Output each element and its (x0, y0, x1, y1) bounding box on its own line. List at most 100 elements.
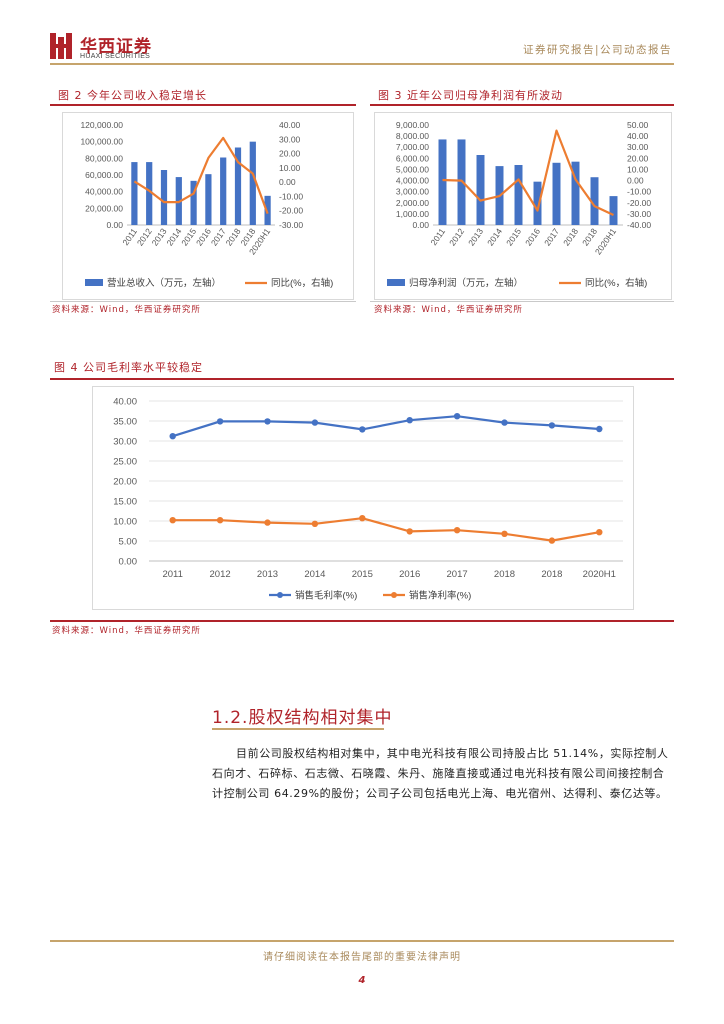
fig2-legend-bar-label: 营业总收入（万元，左轴） (107, 277, 221, 289)
fig2-bar (205, 174, 212, 225)
fig3-x-tick-label: 2014 (485, 226, 504, 247)
fig3-legend-bar-swatch (387, 279, 405, 286)
fig2-chart-frame: 0.00 20,000.00 40,000.00 60,000.00 80,000.00… (62, 112, 354, 300)
fig4-y-tick-label: 5.00 (119, 537, 138, 548)
fig3-bar (438, 139, 447, 225)
fig4-x-tick-label: 2013 (257, 569, 278, 580)
fig2-left-tick-label: 60,000.00 (85, 170, 123, 180)
fig4-source: 资料来源：Wind，华西证券研究所 (52, 626, 201, 636)
fig4-data-point (216, 517, 224, 524)
fig4-x-tick-label: 2015 (352, 569, 373, 580)
fig3-right-tick-label: 20.00 (627, 153, 649, 163)
fig2-x-tick-label: 2014 (164, 226, 183, 247)
fig3-chart: 0.001,000.002,000.003,000.004,000.005,00… (387, 120, 651, 289)
fig4-data-point (453, 413, 461, 420)
fig4-x-tick-label: 2020H1 (583, 569, 616, 580)
section-title-rule (212, 728, 384, 730)
fig4-data-point (501, 530, 508, 537)
fig4-y-tick-label: 0.00 (119, 557, 138, 568)
fig4-data-point (169, 433, 176, 440)
fig2-legend-bar-swatch (85, 279, 103, 286)
fig2-yoy-line (133, 136, 269, 214)
fig4-x-tick-label: 2012 (210, 569, 231, 580)
fig4-series-line (172, 415, 600, 438)
footer-divider (50, 940, 674, 942)
fig3-bar (590, 177, 599, 225)
fig3-x-tick-label: 2017 (542, 226, 561, 247)
fig4-data-point (169, 517, 176, 524)
fig4-data-point (216, 418, 224, 425)
fig2-x-tick-label: 2015 (179, 226, 198, 247)
fig4-data-point (311, 520, 319, 527)
report-type-label: 证券研究报告|公司动态报告 (522, 44, 672, 56)
fig3-title-rule (370, 104, 674, 106)
fig3-x-tick-label: 2013 (466, 226, 485, 247)
fig3-right-tick-label: -20.00 (627, 198, 651, 208)
fig4-data-point (406, 528, 413, 535)
fig2-right-tick-label: 10.00 (279, 163, 301, 173)
fig4-y-tick-label: 30.00 (113, 437, 137, 448)
fig4-y-tick-label: 35.00 (113, 417, 137, 428)
fig2-chart: 0.00 20,000.00 40,000.00 60,000.00 80,000.00… (80, 120, 333, 289)
fig3-left-tick-label: 2,000.00 (396, 198, 429, 208)
fig4-data-point (359, 426, 366, 433)
fig2-x-tick-label: 2017 (209, 226, 228, 247)
fig2-bar (264, 195, 271, 225)
fig4-x-tick-label: 2011 (162, 569, 182, 580)
fig3-left-tick-label: 4,000.00 (396, 176, 429, 186)
fig3-chart-frame: 0.00 1,000.00 2,000.00 3,000.00 4,000.00 5,00… (374, 112, 672, 300)
fig3-right-tick-label: 50.00 (627, 120, 649, 130)
fig4-data-point (548, 422, 556, 429)
fig3-left-tick-label: 0.00 (412, 220, 429, 230)
fig3-yoy-line (442, 129, 614, 216)
fig2-left-tick-label: 40,000.00 (85, 187, 123, 197)
fig4-x-tick-label: 2018 (541, 569, 562, 580)
fig3-right-tick-label: 40.00 (627, 131, 649, 141)
logo-english-name: HUAXI SECURITIES (80, 53, 151, 60)
fig3-x-tick-label: 2011 (428, 226, 447, 247)
fig4-title: 图 4 公司毛利率水平较稳定 (54, 361, 203, 374)
fig4-data-point (453, 527, 461, 534)
fig4-y-tick-label: 25.00 (113, 457, 137, 468)
fig2-right-tick-label: -20.00 (279, 206, 303, 216)
fig2-source: 资料来源：Wind，华西证券研究所 (52, 305, 201, 315)
fig3-x-tick-label: 2015 (504, 226, 523, 247)
fig2-bar (190, 180, 197, 225)
fig4-data-point (596, 425, 603, 433)
fig4-x-tick-label: 2017 (447, 569, 468, 580)
fig4-data-point (264, 519, 271, 526)
section-body-paragraph: 目前公司股权结构相对集中，其中电光科技有限公司持股占比 51.14%，实际控制人… (212, 747, 669, 800)
fig3-x-tick-label: 2012 (447, 226, 466, 247)
fig2-bar (234, 147, 242, 225)
fig4-y-tick-label: 40.00 (113, 397, 137, 408)
fig3-source: 资料来源：Wind，华西证券研究所 (374, 305, 523, 315)
fig4-chart: 0.00 5.00 10.00 15.00 20.00 25.00 30.00 35.00 40… (113, 397, 623, 602)
fig3-bar (571, 161, 580, 225)
fig3-right-tick-label: 0.00 (627, 176, 644, 186)
fig3-legend-bar-label: 归母净利润（万元，左轴） (409, 277, 523, 289)
fig3-right-tick-label: -30.00 (627, 209, 651, 219)
huaxi-logo-icon (50, 33, 72, 59)
fig2-right-tick-label: 0.00 (279, 177, 296, 187)
fig4-y-tick-label: 10.00 (113, 517, 137, 528)
fig4-y-tick-label: 20.00 (113, 477, 137, 488)
fig2-bar (220, 157, 227, 225)
fig3-x-tick-label: 2018 (561, 226, 580, 247)
fig3-left-tick-label: 6,000.00 (396, 153, 429, 163)
fig2-right-tick-label: 20.00 (279, 149, 301, 159)
fig4-data-point (264, 418, 271, 425)
fig2-bar (160, 170, 168, 225)
fig4-x-tick-label: 2018 (494, 569, 515, 580)
legal-disclaimer-note: 请仔细阅读在本报告尾部的重要法律声明 (263, 952, 461, 963)
header-divider (50, 63, 674, 65)
fig4-x-tick-label: 2016 (399, 569, 420, 580)
fig2-bar (249, 141, 256, 225)
fig4-data-point (359, 515, 366, 522)
fig4-title-rule (50, 378, 674, 380)
fig4-series-line (172, 517, 600, 542)
fig2-left-tick-label: 100,000.00 (80, 137, 123, 147)
fig3-bar (476, 155, 485, 225)
fig3-bar (514, 165, 523, 225)
fig3-bar (609, 196, 618, 225)
fig3-bar (552, 162, 561, 225)
